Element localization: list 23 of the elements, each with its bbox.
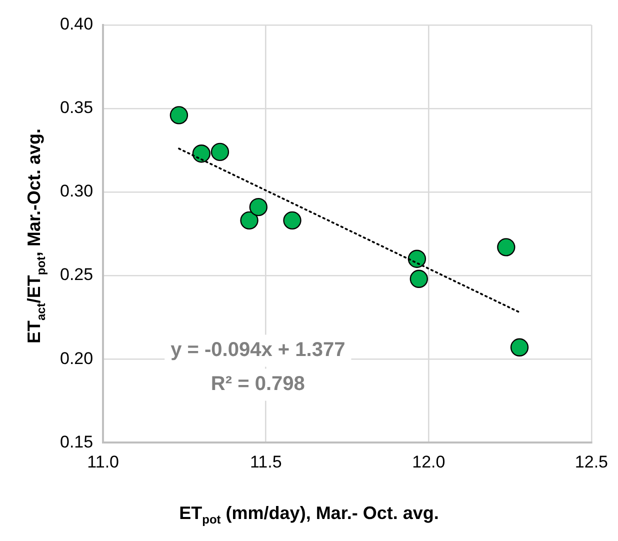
x-axis-title: ET$_{pot}$ (mm/day), Mar.- Oct. avg. (178, 503, 440, 527)
annotation: R² = 0.798 (210, 373, 305, 396)
point (170, 106, 188, 124)
y-tick-label: 0.25 (60, 265, 94, 284)
x-tick-label: 12.0 (412, 452, 446, 472)
x-tick-label: 11.5 (250, 452, 282, 472)
point (240, 211, 258, 230)
point (210, 142, 230, 162)
x-tick-label: 12.5 (574, 452, 608, 472)
annotation: y = -0.094x + 1.377 (170, 339, 346, 362)
y-tick-label: 0.35 (60, 98, 94, 118)
point (249, 198, 268, 216)
point (497, 238, 516, 256)
x-tick-label: 11.0 (87, 452, 119, 472)
point (410, 270, 428, 288)
y-tick-label: 0.30 (60, 182, 94, 201)
point (192, 144, 211, 163)
point (510, 338, 529, 356)
y-tick-label: 0.20 (60, 348, 94, 368)
point (283, 211, 302, 230)
y-tick-label: 0.40 (60, 14, 94, 34)
y-tick-label: 0.15 (60, 432, 94, 452)
point (408, 250, 426, 268)
